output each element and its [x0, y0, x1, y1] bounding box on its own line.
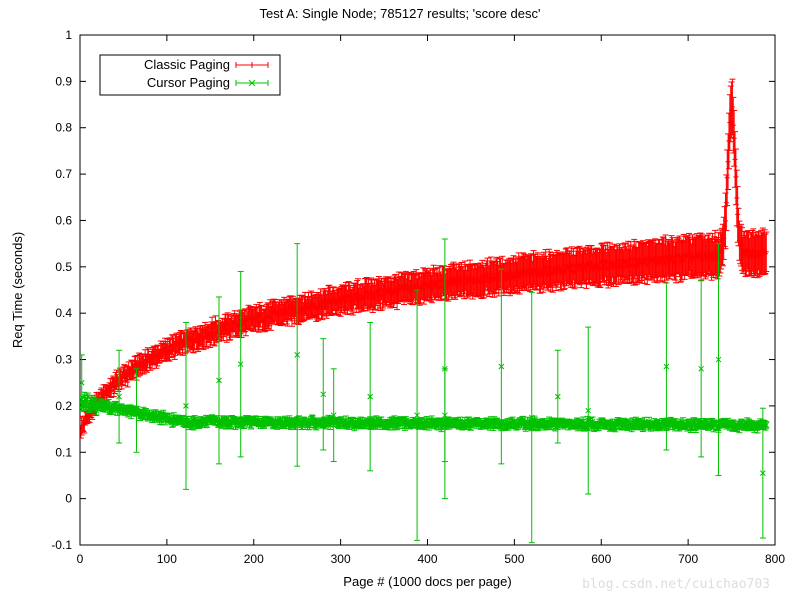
series-classic-paging [78, 79, 769, 438]
x-tick-label: 200 [244, 552, 264, 566]
y-axis-label: Req Time (seconds) [10, 232, 25, 348]
y-tick-label: 0.1 [55, 445, 72, 459]
legend: Classic Paging Cursor Paging [100, 55, 280, 95]
y-tick-label: 0.9 [55, 74, 72, 88]
y-tick-label: 0.3 [55, 353, 72, 367]
x-tick-label: 0 [77, 552, 84, 566]
x-axis-label: Page # (1000 docs per page) [343, 574, 511, 589]
chart-title: Test A: Single Node; 785127 results; 'sc… [259, 6, 540, 21]
x-tick-label: 700 [678, 552, 698, 566]
y-tick-label: 0.6 [55, 213, 72, 227]
legend-label: Cursor Paging [147, 75, 230, 90]
x-tick-label: 100 [157, 552, 177, 566]
y-tick-label: 0.5 [55, 260, 72, 274]
x-tick-label: 500 [504, 552, 524, 566]
watermark: blog.csdn.net/cuichao703 [582, 577, 770, 592]
y-tick-label: 0.7 [55, 167, 72, 181]
paging-performance-chart: blog.csdn.net/cuichao703 0 100 200 300 400 500… [0, 0, 800, 600]
legend-label: Classic Paging [144, 57, 230, 72]
y-tick-label: 1 [65, 28, 72, 42]
x-tick-label: 400 [417, 552, 437, 566]
y-tick-label: 0 [65, 492, 72, 506]
y-tick-label: -0.1 [51, 538, 72, 552]
x-tick-label: 600 [591, 552, 611, 566]
y-tick-label: 0.4 [55, 306, 72, 320]
x-tick-label: 800 [765, 552, 785, 566]
y-tick-label: 0.2 [55, 399, 72, 413]
x-tick-label: 300 [331, 552, 351, 566]
y-tick-label: 0.8 [55, 121, 72, 135]
